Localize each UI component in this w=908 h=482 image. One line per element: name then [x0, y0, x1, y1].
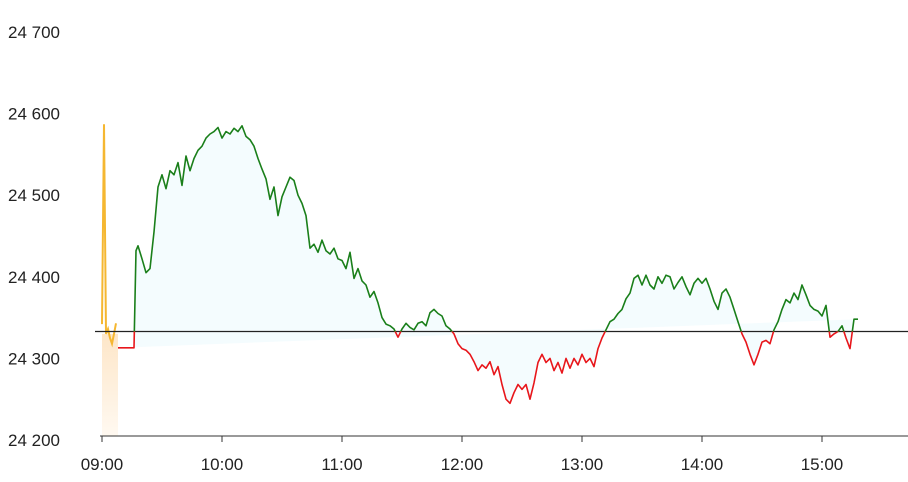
- x-tick-label: 09:00: [81, 455, 124, 474]
- price-line-above-reference: [133, 125, 858, 332]
- x-tick-label: 11:00: [321, 455, 362, 474]
- x-tick-label: 10:00: [201, 455, 244, 474]
- price-line-below-reference: [118, 331, 854, 405]
- price-area-fill: [118, 125, 858, 404]
- y-tick-label: 24 600: [8, 105, 60, 124]
- plot-area: [95, 124, 908, 436]
- y-axis: 24 700 24 600 24 500 24 400 24 300 24 200: [8, 23, 60, 450]
- x-tick-label: 14:00: [681, 455, 724, 474]
- preopen-line: [101, 124, 117, 348]
- preopen-area: [102, 333, 118, 436]
- x-tick-label: 15:00: [801, 455, 844, 474]
- y-tick-label: 24 700: [8, 23, 60, 42]
- y-tick-label: 24 300: [8, 349, 60, 368]
- y-tick-label: 24 500: [8, 186, 60, 205]
- y-tick-label: 24 200: [8, 431, 60, 450]
- x-tick-label: 12:00: [441, 455, 484, 474]
- x-axis: 09:00 10:00 11:00 12:00 13:00 14:00 15:00: [81, 435, 908, 474]
- x-tick-label: 13:00: [561, 455, 604, 474]
- y-tick-label: 24 400: [8, 268, 60, 287]
